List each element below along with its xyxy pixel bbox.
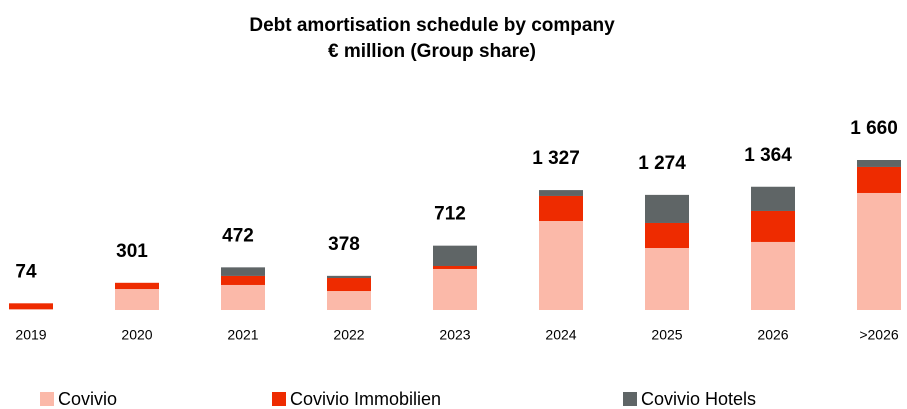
total-label: 1 660 — [850, 118, 898, 139]
legend-swatch — [40, 392, 54, 406]
total-label: 472 — [222, 225, 254, 246]
bar-segment — [221, 267, 265, 276]
total-label: 1 327 — [532, 148, 580, 169]
bar-segment — [539, 220, 583, 310]
x-tick-label: 2023 — [439, 327, 470, 343]
bar-segment — [433, 268, 477, 310]
total-label: 1 274 — [638, 153, 686, 174]
bar-segment — [433, 265, 477, 269]
bar-segment — [645, 222, 689, 249]
legend-label: Covivio Hotels — [641, 389, 756, 409]
bar-segment — [115, 289, 159, 310]
legend-swatch — [272, 392, 286, 406]
bar-segment — [645, 248, 689, 310]
chart-title: Debt amortisation schedule by company — [249, 15, 615, 36]
bar-segment — [751, 241, 795, 310]
total-label: 712 — [434, 204, 466, 225]
legend-swatch — [623, 392, 637, 406]
bar-segment — [751, 210, 795, 242]
x-tick-label: 2026 — [757, 327, 788, 343]
x-tick-label: 2020 — [121, 327, 152, 343]
bar-segment — [9, 309, 53, 310]
bar-segment — [327, 275, 371, 279]
total-label: 1 364 — [744, 145, 792, 166]
bar-segment — [9, 303, 53, 310]
bar-segment — [751, 186, 795, 211]
bar-segment — [221, 284, 265, 310]
x-tick-label: 2021 — [227, 327, 258, 343]
bar-segment — [115, 282, 159, 290]
bar-segment — [857, 160, 901, 167]
bar-segment — [857, 166, 901, 193]
bar-segment — [221, 275, 265, 285]
bar-segment — [433, 245, 477, 266]
x-tick-label: 2024 — [545, 327, 576, 343]
x-tick-label: >2026 — [859, 327, 899, 343]
bar-segment — [857, 192, 901, 310]
legend-label: Covivio Immobilien — [290, 389, 441, 409]
chart-subtitle: € million (Group share) — [328, 41, 536, 62]
x-tick-label: 2022 — [333, 327, 364, 343]
bar-segment — [327, 278, 371, 292]
bar-segment — [327, 291, 371, 310]
bar-segment — [539, 195, 583, 221]
total-label: 378 — [328, 234, 360, 255]
x-tick-label: 2019 — [15, 327, 46, 343]
total-label: 301 — [116, 241, 148, 262]
total-label: 74 — [15, 261, 37, 282]
x-tick-label: 2025 — [651, 327, 682, 343]
bar-segment — [539, 190, 583, 196]
legend-label: Covivio — [58, 389, 117, 409]
bar-segment — [645, 194, 689, 223]
